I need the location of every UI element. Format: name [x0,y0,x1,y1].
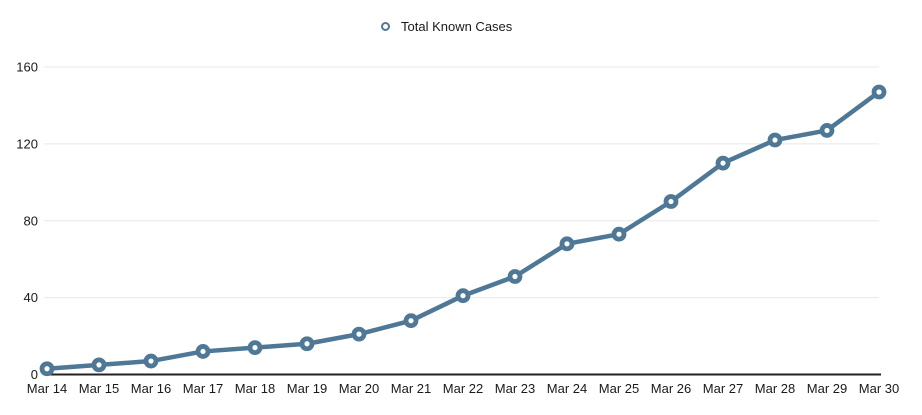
x-tick-label: Mar 24 [547,381,587,396]
data-point[interactable] [871,84,887,100]
y-tick-label: 160 [16,60,38,75]
x-tick-label: Mar 26 [651,381,691,396]
x-tick-label: Mar 27 [703,381,743,396]
data-point[interactable] [195,344,211,359]
x-tick-label: Mar 28 [755,381,795,396]
data-point[interactable] [91,357,107,373]
data-point[interactable] [611,226,627,242]
y-tick-label: 0 [31,367,38,382]
legend[interactable]: Total Known Cases [381,19,512,34]
data-point[interactable] [767,132,783,148]
x-tick-label: Mar 17 [183,381,223,396]
data-point[interactable] [819,123,835,138]
data-point[interactable] [403,313,419,329]
x-tick-label: Mar 21 [391,381,431,396]
data-point[interactable] [507,269,523,284]
legend-marker-icon [381,22,390,31]
data-point[interactable] [247,340,263,355]
x-tick-label: Mar 23 [495,381,535,396]
x-tick-label: Mar 15 [79,381,119,396]
y-tick-label: 120 [16,136,38,151]
data-point[interactable] [559,236,575,252]
x-tick-label: Mar 22 [443,381,483,396]
y-tick-label: 40 [24,290,38,305]
data-point[interactable] [455,288,471,304]
data-point[interactable] [299,336,315,352]
data-point[interactable] [663,194,679,209]
data-point[interactable] [351,326,367,342]
x-tick-label: Mar 25 [599,381,639,396]
x-tick-label: Mar 18 [235,381,275,396]
x-tick-label: Mar 14 [27,381,67,396]
x-tick-label: Mar 29 [807,381,847,396]
legend-label: Total Known Cases [401,19,513,34]
x-tick-label: Mar 20 [339,381,379,396]
x-tick-label: Mar 19 [287,381,327,396]
x-tick-label: Mar 30 [859,381,899,396]
x-tick-label: Mar 16 [131,381,171,396]
series-line [44,89,882,371]
data-point[interactable] [39,361,55,377]
y-tick-label: 80 [24,213,38,228]
data-point[interactable] [143,353,159,369]
data-point[interactable] [715,155,731,171]
